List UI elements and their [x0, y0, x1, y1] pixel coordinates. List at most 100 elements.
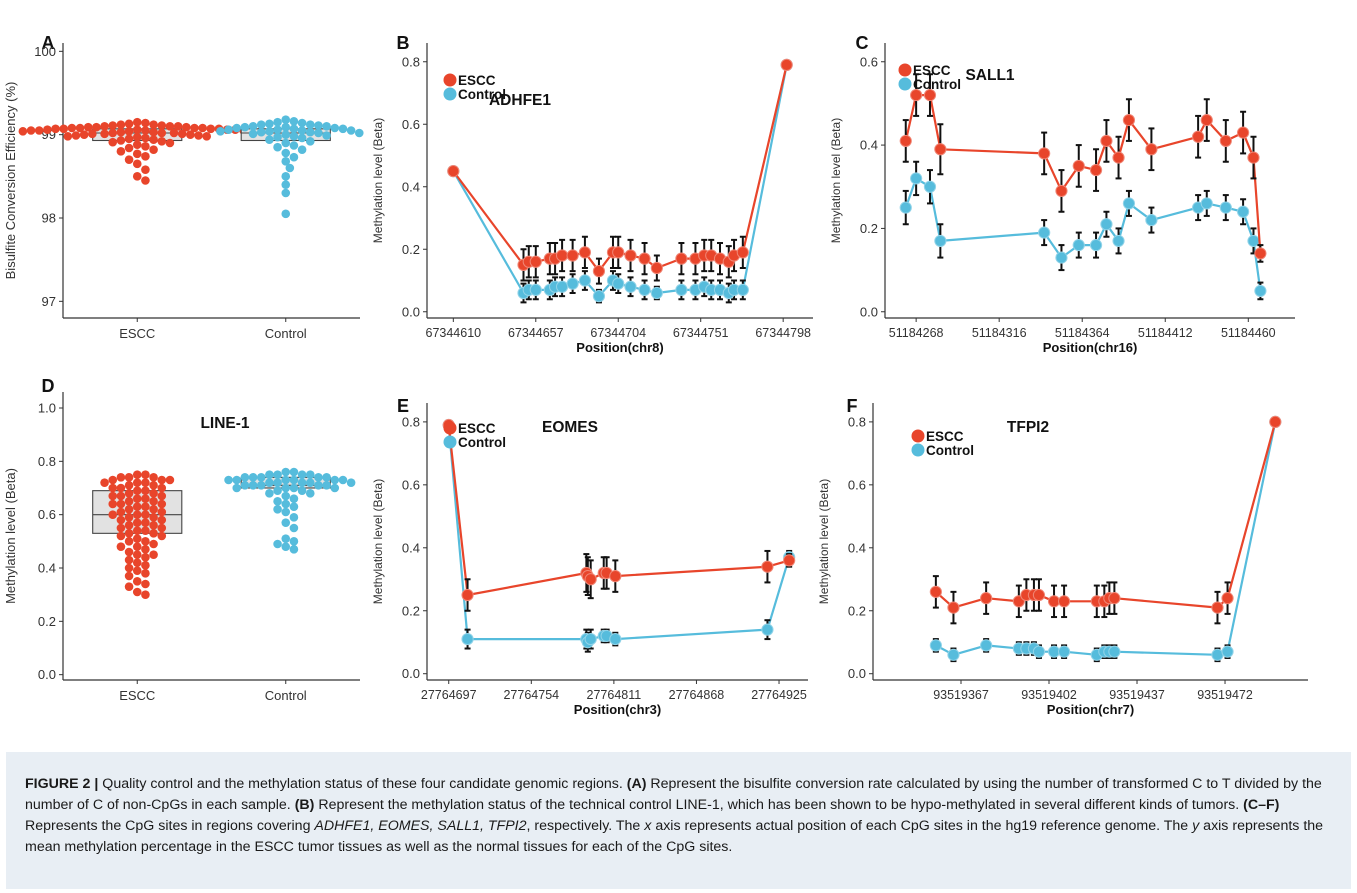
data-point-control	[314, 121, 323, 130]
data-point-escc	[116, 127, 126, 137]
data-point-escc	[141, 176, 150, 185]
data-point-escc	[173, 122, 183, 131]
data-point-escc	[1192, 130, 1205, 143]
data-point-control	[761, 623, 774, 636]
data-point-escc	[149, 489, 158, 498]
data-point-escc	[124, 537, 134, 546]
legend-marker-escc	[443, 421, 457, 435]
data-point-escc	[157, 475, 167, 485]
chart-title: LINE-1	[200, 415, 249, 432]
x-tick-label: 51184268	[889, 326, 944, 340]
panel-e: E EOMES 0.0 0.2 0.4 0.6 0.8 Methylation level (…	[371, 396, 808, 717]
panel-c: C SALL1 0.0 0.2 0.4 0.6 Methylation level (Bet…	[829, 33, 1295, 355]
data-point-escc	[1112, 151, 1125, 164]
data-point-escc	[83, 122, 93, 132]
data-point-control	[980, 639, 993, 652]
data-point-control	[289, 483, 299, 493]
data-point-escc	[529, 255, 542, 268]
data-point-control	[297, 478, 307, 487]
data-point-escc	[100, 478, 109, 487]
data-point-escc	[650, 261, 663, 275]
y-tick-label: 1.0	[38, 401, 56, 416]
x-axis-label: Position(chr7)	[1047, 702, 1134, 717]
y-tick-label: 0.2	[402, 242, 420, 257]
data-point-escc	[1247, 151, 1260, 164]
data-point-control	[281, 157, 291, 166]
data-point-escc	[177, 129, 187, 139]
data-point-escc	[141, 537, 150, 546]
data-point-escc	[132, 518, 142, 527]
data-point-escc	[141, 478, 150, 487]
data-point-control	[281, 172, 291, 181]
data-point-control	[289, 152, 299, 162]
data-point-escc	[612, 246, 625, 259]
y-tick-label: 0.0	[402, 666, 420, 681]
data-point-control	[305, 127, 315, 137]
data-point-escc	[132, 550, 142, 559]
data-point-control	[232, 123, 242, 133]
data-point-escc	[124, 119, 134, 129]
data-point-escc	[141, 502, 150, 511]
data-point-control	[281, 483, 291, 493]
data-point-escc	[157, 483, 167, 493]
caption-ref-b: (B)	[294, 797, 315, 813]
y-tick-label: 0.8	[402, 54, 420, 69]
data-point-control	[297, 126, 307, 135]
data-point-escc	[149, 550, 158, 559]
data-point-control	[281, 130, 291, 139]
y-tick-label: 0.4	[402, 540, 420, 555]
data-point-control	[1108, 645, 1121, 658]
data-point-escc	[116, 499, 126, 509]
chart-title: SALL1	[965, 67, 1014, 84]
data-point-escc	[124, 143, 134, 153]
data-point-escc	[141, 118, 150, 128]
series-line-control	[447, 424, 791, 644]
data-point-control	[289, 513, 299, 522]
data-point-control	[1047, 645, 1061, 658]
data-point-control	[256, 473, 266, 482]
data-point-control	[1219, 201, 1232, 214]
legend-marker-control	[898, 77, 912, 91]
data-point-escc	[141, 470, 150, 479]
caption-text: , respectively. The	[526, 818, 645, 834]
data-point-escc	[124, 563, 134, 573]
data-point-escc	[116, 507, 126, 517]
y-tick-label: 0.0	[402, 304, 420, 319]
data-point-escc	[132, 172, 142, 181]
data-point-escc	[149, 521, 158, 530]
data-point-escc	[194, 131, 203, 140]
data-point-escc	[592, 265, 606, 278]
data-point-escc	[461, 588, 474, 602]
data-point-escc	[34, 126, 44, 135]
data-point-escc	[116, 473, 126, 482]
data-point-escc	[929, 585, 942, 598]
y-tick-label: 0.2	[38, 614, 56, 629]
x-tick-label: 93519402	[1021, 688, 1077, 702]
legend-label-control: Control	[458, 435, 506, 450]
data-point-escc	[132, 494, 142, 503]
y-axis-label: Bisulfite Conversion Efficiency (%)	[3, 82, 18, 280]
legend-label-control: Control	[913, 77, 961, 92]
data-point-escc	[157, 128, 167, 138]
data-point-control	[289, 523, 299, 533]
x-tick-label: 67344610	[426, 326, 482, 340]
chart-title: ADHFE1	[489, 92, 551, 109]
data-point-escc	[100, 129, 109, 139]
data-point-escc	[899, 134, 912, 148]
x-tick-label: Control	[265, 688, 307, 703]
data-point-control	[314, 128, 323, 138]
x-axis-label: Position(chr3)	[574, 702, 661, 717]
data-point-control	[322, 131, 331, 140]
data-point-control	[1100, 218, 1113, 231]
data-point-escc	[132, 125, 142, 134]
data-point-escc	[1211, 601, 1224, 614]
data-point-escc	[108, 499, 118, 509]
y-tick-label: 0.2	[402, 603, 420, 618]
data-point-escc	[447, 165, 460, 178]
data-point-escc	[124, 473, 134, 482]
data-point-escc	[26, 126, 36, 135]
panel-label-d: D	[42, 376, 55, 396]
data-point-escc	[132, 159, 142, 169]
x-tick-label: 67344704	[590, 326, 646, 340]
legend-label-control: Control	[458, 87, 506, 102]
